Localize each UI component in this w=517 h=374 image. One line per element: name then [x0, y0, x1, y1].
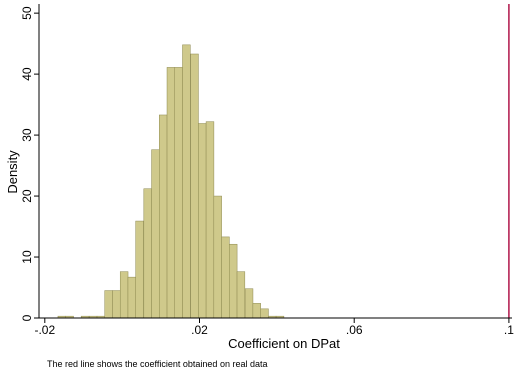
histogram-bar	[244, 288, 254, 319]
histogram-bar	[252, 303, 261, 319]
y-tick-label: 20	[20, 189, 34, 203]
y-tick-label: 0	[20, 314, 34, 321]
histogram-bar	[236, 271, 246, 319]
histogram-bar	[159, 114, 168, 319]
y-tick-label: 50	[20, 6, 34, 20]
histogram-bar	[127, 276, 137, 319]
x-tick-label: .02	[191, 323, 208, 337]
y-tick-label: 10	[20, 250, 34, 264]
y-axis-title: Density	[5, 150, 20, 194]
histogram-bar	[112, 290, 121, 319]
histogram-bar	[190, 53, 199, 319]
histogram-bar	[174, 67, 183, 319]
histogram-bar	[135, 220, 144, 319]
histogram-bar	[198, 123, 207, 319]
x-axis-ticks: -.02 .02 .06 .1	[34, 318, 514, 337]
x-tick-label: -.02	[34, 323, 55, 337]
histogram-bar	[143, 188, 152, 319]
x-tick-label: .1	[504, 323, 514, 337]
histogram-bar	[221, 236, 230, 319]
histogram-bar	[260, 308, 269, 319]
y-axis-ticks: 0 10 20 30 40 50	[20, 6, 39, 321]
x-axis-title: Coefficient on DPat	[228, 336, 340, 351]
histogram-bar	[104, 290, 113, 319]
histogram-bar	[213, 195, 222, 319]
y-tick-label: 40	[20, 67, 34, 81]
histogram-bars	[57, 44, 285, 319]
histogram-bar	[151, 149, 160, 319]
x-tick-label: .06	[346, 323, 363, 337]
histogram-bar	[229, 243, 238, 319]
histogram-bar	[205, 121, 215, 319]
histogram-bar	[119, 271, 129, 319]
histogram-bar	[166, 67, 176, 319]
chart-note: The red line shows the coefficient obtai…	[47, 359, 267, 369]
y-tick-label: 30	[20, 128, 34, 142]
histogram-bar	[182, 44, 191, 319]
